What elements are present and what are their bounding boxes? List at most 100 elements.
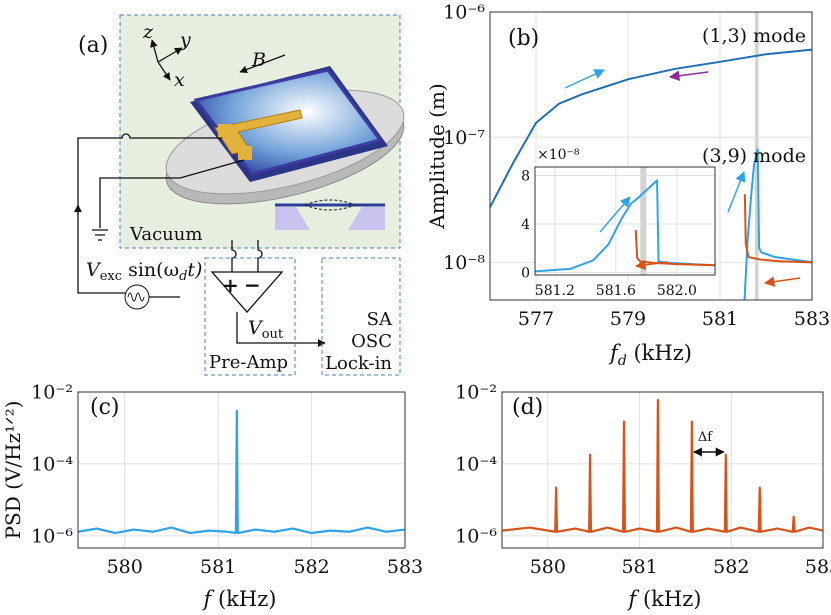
y-tick-label: 10⁻⁴	[455, 454, 497, 476]
plot-frame	[534, 166, 716, 276]
instrument: SA	[367, 309, 393, 330]
x-tick-label: 582	[293, 556, 329, 578]
x-tick-label: 583	[794, 308, 830, 330]
x-tick-label: 583	[387, 556, 423, 578]
sweep-arrow	[599, 196, 631, 233]
subscript: d	[618, 353, 627, 369]
sweep-arrow	[763, 276, 801, 287]
data-line	[490, 48, 812, 208]
unit: (kHz)	[627, 341, 692, 365]
sweep-arrows	[564, 69, 801, 287]
data-line	[634, 230, 715, 267]
pad	[238, 146, 252, 160]
instrument: Lock-in	[325, 353, 392, 374]
mode-shape	[304, 199, 357, 211]
y-tick-label: 10⁻⁴	[31, 454, 73, 476]
x-tick-label: 581.2	[535, 283, 575, 299]
signal-source	[124, 284, 150, 310]
subscript: out	[262, 327, 284, 342]
x-tick-label: 577	[518, 308, 554, 330]
y-tick-label: 4	[521, 217, 530, 233]
electrode	[214, 109, 303, 155]
data-line	[78, 409, 405, 535]
x-tick-label: 580	[107, 556, 143, 578]
unit: (kHz)	[211, 587, 276, 611]
plot-frame	[489, 11, 813, 301]
instrument-box	[321, 257, 401, 376]
sweep-arrow	[634, 259, 669, 271]
symbol: f	[608, 341, 621, 365]
x-axis-label: f (kHz)	[202, 587, 277, 611]
wiring	[74, 133, 326, 347]
symbol: f	[627, 587, 640, 611]
axis-multiplier: ×10⁻⁸	[537, 147, 580, 163]
x-tick-label: 582	[713, 556, 749, 578]
sine-icon	[127, 292, 145, 302]
y-tick-label: 10⁻⁸	[443, 252, 485, 274]
symbol: f	[202, 587, 215, 611]
y-tick-label: 10⁻⁶	[443, 2, 485, 24]
preamp-box	[204, 257, 296, 376]
sweep-arrow	[727, 171, 746, 213]
symbol: V	[86, 259, 102, 281]
x-tick-label: 582.0	[657, 283, 697, 299]
section	[348, 207, 385, 230]
input-sign: +	[222, 273, 239, 297]
subscript: exc	[100, 269, 122, 284]
annotation: (3,9) mode	[702, 145, 806, 167]
function-end: t)	[187, 259, 202, 281]
axis-name: x	[174, 69, 185, 91]
plot-background	[78, 392, 405, 548]
field-label: B	[251, 49, 266, 71]
y-tick-label: 10⁻⁶	[31, 526, 73, 548]
panel-label: (c)	[90, 395, 120, 420]
annotation: (1,3) mode	[702, 25, 806, 47]
y-tick-label: 0	[521, 265, 530, 281]
panel-label: (a)	[78, 33, 108, 58]
function: sin(ω	[122, 259, 179, 281]
x-axis-label: f (kHz)	[627, 587, 702, 611]
x-tick-label: 583	[805, 556, 831, 578]
plot: 581.2 581.6 582.0 0 4 8 ×10⁻⁸	[521, 147, 716, 299]
axis-name: z	[142, 21, 154, 43]
y-tick-label: 10⁻²	[31, 382, 73, 404]
chamber-label: Vacuum	[129, 224, 202, 245]
x-tick-label: 581	[621, 556, 657, 578]
output-label: Vout	[248, 317, 284, 342]
plot-background	[535, 167, 715, 275]
amplifier	[210, 271, 284, 313]
plot-frame	[501, 391, 824, 549]
data-line	[743, 148, 812, 300]
section	[275, 207, 310, 230]
instrument: OSC	[351, 331, 392, 352]
y-axis-label: PSD (V/Hz¹ᐟ²)	[1, 401, 25, 540]
y-tick-label: 10⁻⁷	[443, 127, 485, 149]
schematic: (a) z y x B Vacuum Vexc sin(ωdt) + − Vou…	[74, 14, 405, 376]
plot-background	[502, 392, 823, 548]
panel-label: (b)	[508, 26, 539, 51]
x-tick-label: 581.6	[596, 283, 636, 299]
annotation: Δf	[698, 430, 713, 445]
panel-label: (d)	[512, 395, 543, 420]
x-tick-label: 581	[200, 556, 236, 578]
data-line	[502, 398, 823, 533]
plot-frame	[77, 391, 406, 549]
plot: 580 581 582 583 10⁻⁶ 10⁻⁴ 10⁻² (d) Δf f (kHz)	[455, 382, 831, 611]
sweep-arrow	[564, 69, 605, 89]
x-tick-label: 580	[530, 556, 566, 578]
x-axis-label: fd (kHz)	[608, 341, 692, 369]
pad	[218, 124, 232, 138]
data-line	[743, 194, 812, 264]
source-label: Vexc sin(ωdt)	[86, 259, 202, 284]
y-axis-label: Amplitude (m)	[425, 83, 449, 230]
subscript: d	[179, 269, 187, 284]
y-tick-label: 10⁻⁶	[455, 526, 497, 548]
amplifier-label: Pre-Amp	[209, 352, 288, 373]
plot: 580 581 582 583 10⁻⁶ 10⁻⁴ 10⁻² (c) f (kHz) PSD (V…	[1, 382, 423, 611]
axes-icon	[150, 39, 286, 81]
unit: (kHz)	[636, 587, 701, 611]
sweep-arrow	[668, 70, 709, 81]
y-tick-label: 8	[521, 168, 530, 184]
